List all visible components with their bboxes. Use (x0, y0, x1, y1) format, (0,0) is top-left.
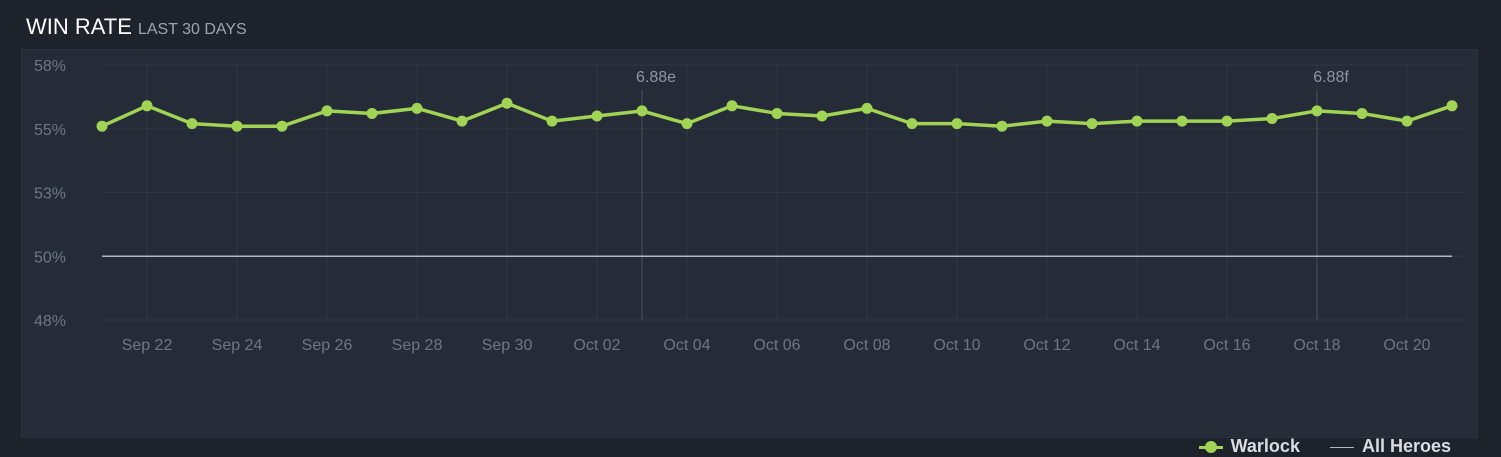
x-tick-label: Oct 06 (753, 337, 800, 354)
legend-label-warlock: Warlock (1230, 436, 1300, 456)
data-point-warlock (1041, 115, 1053, 127)
data-point-warlock (1131, 115, 1143, 127)
x-tick-label: Sep 28 (392, 337, 443, 354)
all-heroes-swatch-icon (1329, 441, 1354, 453)
legend-label-all-heroes: All Heroes (1361, 436, 1451, 456)
data-point-warlock (1356, 107, 1368, 119)
y-tick-label: 58% (34, 58, 66, 75)
x-tick-label: Sep 26 (302, 337, 353, 354)
x-tick-label: Oct 18 (1293, 337, 1340, 354)
y-tick-label: 50% (34, 249, 66, 266)
data-point-warlock (231, 120, 243, 132)
x-tick-label: Sep 24 (212, 337, 263, 354)
data-point-warlock (591, 110, 603, 122)
data-point-warlock (96, 120, 108, 132)
x-tick-label: Oct 02 (573, 337, 620, 354)
data-point-warlock (726, 100, 738, 112)
data-point-warlock (1176, 115, 1188, 127)
legend-item-warlock[interactable]: Warlock (1198, 436, 1300, 457)
data-point-warlock (636, 105, 648, 117)
y-tick-label: 53% (34, 186, 66, 203)
data-point-warlock (1401, 115, 1413, 127)
data-point-warlock (546, 115, 558, 127)
x-tick-label: Sep 22 (122, 337, 173, 354)
data-point-warlock (951, 118, 963, 130)
data-point-warlock (681, 118, 693, 130)
data-point-warlock (411, 102, 423, 114)
chart-header: WIN RATE LAST 30 DAYS (26, 14, 247, 40)
chart-legend: Warlock All Heroes (1198, 436, 1451, 457)
patch-marker-label: 6.88e (636, 69, 676, 86)
x-tick-label: Oct 16 (1203, 337, 1250, 354)
data-point-warlock (1086, 118, 1098, 130)
data-point-warlock (186, 118, 198, 130)
legend-item-all-heroes[interactable]: All Heroes (1329, 436, 1451, 457)
win-rate-chart: 58% 55% 53% 50% 48% Sep 22 Sep 24 Sep 26 Sep 28 S… (34, 58, 1464, 354)
data-point-warlock (996, 120, 1008, 132)
x-tick-label: Oct 12 (1023, 337, 1070, 354)
data-point-warlock (906, 118, 918, 130)
chart-subtitle: LAST 30 DAYS (137, 21, 247, 38)
x-tick-label: Oct 20 (1383, 337, 1430, 354)
y-tick-label: 55% (34, 122, 66, 139)
data-point-warlock (861, 102, 873, 114)
patch-marker-label: 6.88f (1313, 69, 1349, 86)
x-tick-label: Oct 08 (843, 337, 890, 354)
data-point-warlock (456, 115, 468, 127)
chart-panel: 58% 55% 53% 50% 48% Sep 22 Sep 24 Sep 26 Sep 28 S… (21, 49, 1478, 456)
warlock-swatch-icon (1198, 440, 1223, 453)
x-tick-label: Oct 10 (933, 337, 980, 354)
data-point-warlock (141, 100, 153, 112)
x-tick-label: Oct 04 (663, 337, 710, 354)
data-point-warlock (816, 110, 828, 122)
data-point-warlock (321, 105, 333, 117)
data-point-warlock (276, 120, 288, 132)
x-tick-label: Oct 14 (1113, 337, 1160, 354)
data-point-warlock (1266, 113, 1278, 125)
data-point-warlock (1446, 100, 1458, 112)
y-tick-label: 48% (34, 313, 66, 330)
data-point-warlock (1311, 105, 1323, 117)
x-tick-label: Sep 30 (482, 337, 533, 354)
data-point-warlock (501, 97, 513, 109)
chart-title: WIN RATE (26, 14, 132, 39)
data-point-warlock (1221, 115, 1233, 127)
data-point-warlock (771, 107, 783, 119)
data-point-warlock (366, 107, 378, 119)
